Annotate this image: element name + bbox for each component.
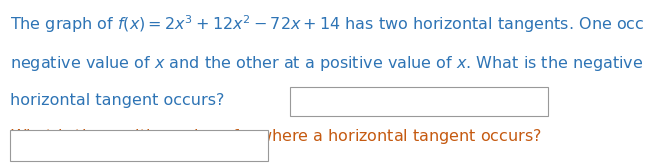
Text: What is the positive value of $\mathit{x}$ where a horizontal tangent occurs?: What is the positive value of $\mathit{x… bbox=[10, 127, 542, 146]
Text: negative value of $\mathit{x}$ and the other at a positive value of $\mathit{x}$: negative value of $\mathit{x}$ and the o… bbox=[10, 54, 645, 73]
Text: The graph of $\mathit{f}(\mathit{x}) = 2\mathit{x}^3 + 12\mathit{x}^2 - 72\mathi: The graph of $\mathit{f}(\mathit{x}) = 2… bbox=[10, 13, 645, 35]
Text: horizontal tangent occurs?: horizontal tangent occurs? bbox=[10, 93, 224, 108]
FancyBboxPatch shape bbox=[10, 130, 268, 161]
FancyBboxPatch shape bbox=[290, 87, 548, 116]
